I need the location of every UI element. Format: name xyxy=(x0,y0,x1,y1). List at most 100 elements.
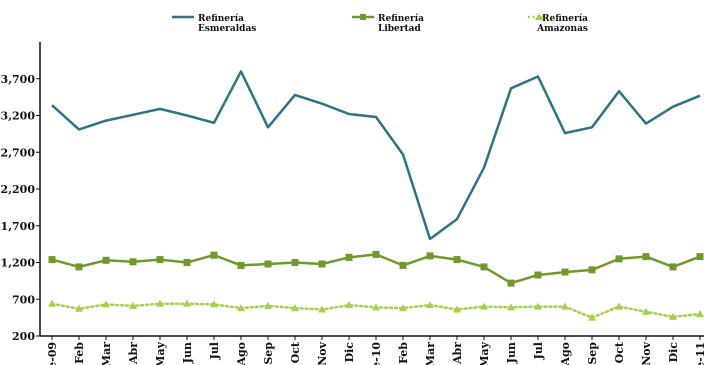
legend-label: Refinería xyxy=(542,13,588,24)
x-tick-label: Abr xyxy=(451,342,464,365)
series-line xyxy=(51,253,701,285)
data-point xyxy=(156,299,164,307)
x-tick-label: Oct xyxy=(613,341,626,363)
series-line xyxy=(51,70,701,241)
data-point xyxy=(291,259,299,266)
x-tick-label: Nov xyxy=(640,341,653,365)
x-tick-label: Feb xyxy=(73,342,86,364)
x-tick-label: e-11 xyxy=(694,342,704,365)
y-tick-label: 200 xyxy=(12,330,35,343)
data-point xyxy=(561,268,569,276)
data-point xyxy=(534,302,542,310)
data-point xyxy=(75,263,83,271)
data-point xyxy=(345,253,353,261)
x-tick-label: Mar xyxy=(424,342,437,365)
legend-label: Refinería xyxy=(198,13,244,24)
y-tick-label: 1,700 xyxy=(1,220,36,233)
x-tick-label: e-09 xyxy=(46,342,59,365)
x-tick-label: Dic xyxy=(343,342,356,363)
data-point xyxy=(642,307,650,315)
y-tick-label: 3,200 xyxy=(1,110,36,123)
x-tick-label: Ago xyxy=(559,342,572,365)
y-tick-label: 700 xyxy=(12,293,35,306)
data-point xyxy=(399,261,407,269)
data-point xyxy=(426,301,434,309)
series-3 xyxy=(48,299,704,321)
data-point xyxy=(696,309,704,317)
data-point xyxy=(183,299,191,307)
data-point xyxy=(129,301,137,309)
legend-label: Refinería xyxy=(378,13,424,24)
y-tick-label: 2,200 xyxy=(1,183,36,196)
series-layer xyxy=(48,70,704,321)
data-point xyxy=(318,260,326,268)
x-tick-label: Oct xyxy=(289,341,302,363)
data-point xyxy=(642,253,650,261)
data-point xyxy=(426,252,434,260)
data-point xyxy=(372,303,380,311)
legend: RefineríaEsmeraldasRefineríaLibertadRefi… xyxy=(172,13,588,34)
data-point xyxy=(561,302,569,310)
x-tick-label: Ago xyxy=(235,342,248,365)
data-point xyxy=(372,250,380,258)
data-point xyxy=(318,305,326,313)
x-axis-ticks: e-09 Feb Mar Abr May Jun Jul Ago Sep Oct Nov Dic e-1… xyxy=(46,336,704,365)
data-point xyxy=(480,302,488,310)
x-tick-label: Nov xyxy=(316,341,329,365)
series-1 xyxy=(51,70,701,241)
legend-marker xyxy=(360,14,366,20)
data-point xyxy=(210,251,218,259)
data-point xyxy=(264,301,272,309)
data-point xyxy=(291,304,299,312)
x-tick-label: e-10 xyxy=(370,342,383,365)
legend-marker xyxy=(535,13,543,20)
data-point xyxy=(453,305,461,313)
data-point xyxy=(156,256,164,264)
x-tick-label: May xyxy=(478,341,491,365)
data-point xyxy=(48,256,56,264)
data-point xyxy=(534,271,542,279)
x-tick-label: Jul xyxy=(532,342,545,360)
data-point xyxy=(669,263,677,271)
data-point xyxy=(264,260,272,268)
legend-label: Esmeraldas xyxy=(198,24,256,34)
data-point xyxy=(615,302,623,310)
x-tick-label: Sep xyxy=(262,342,275,365)
data-point xyxy=(48,299,56,307)
legend-label: Amazonas xyxy=(536,24,588,34)
data-point xyxy=(588,266,596,274)
data-point xyxy=(453,256,461,264)
x-tick-label: Jun xyxy=(181,342,194,364)
x-tick-label: Feb xyxy=(397,342,410,364)
data-point xyxy=(507,303,515,311)
legend-label: Libertad xyxy=(378,24,421,34)
series-2 xyxy=(48,250,704,287)
x-tick-label: Abr xyxy=(127,342,140,365)
y-tick-label: 2,700 xyxy=(1,146,36,159)
x-tick-label: Jun xyxy=(505,342,518,364)
data-point xyxy=(183,259,191,266)
data-point xyxy=(237,261,245,269)
data-point xyxy=(102,300,110,308)
data-point xyxy=(345,301,353,309)
data-point xyxy=(399,304,407,312)
y-axis-ticks: 200 700 1,200 1,700 2,200 2,700 3,200 3,700 xyxy=(1,73,40,343)
x-tick-label: Sep xyxy=(586,342,599,365)
x-tick-label: May xyxy=(154,341,167,365)
y-tick-label: 3,700 xyxy=(1,73,36,86)
data-point xyxy=(237,304,245,312)
data-point xyxy=(102,256,110,264)
data-point xyxy=(210,300,218,308)
y-tick-label: 1,200 xyxy=(1,257,36,270)
data-point xyxy=(507,279,515,287)
data-point xyxy=(588,313,596,321)
x-tick-label: Jul xyxy=(208,342,221,360)
x-tick-label: Dic xyxy=(667,342,680,363)
data-point xyxy=(129,258,137,266)
data-point xyxy=(75,304,83,312)
x-tick-label: Mar xyxy=(100,342,113,365)
